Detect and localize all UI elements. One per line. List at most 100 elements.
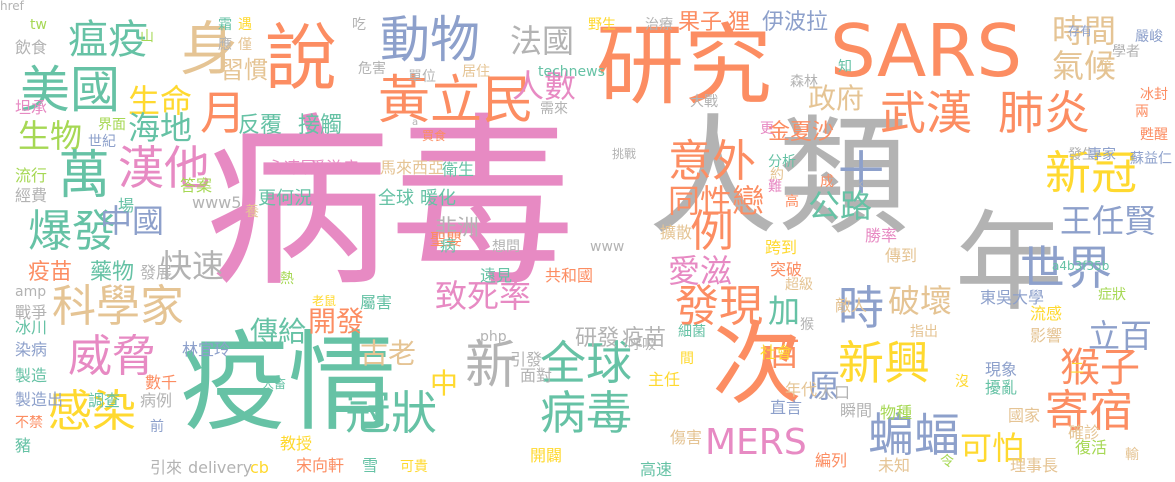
word: 症狀 [1098, 287, 1126, 303]
word: MERS [705, 422, 807, 463]
word: 知 [838, 59, 852, 75]
word: 可貴 [400, 459, 428, 475]
word: 飲食 [15, 38, 48, 57]
word: 人數 [512, 67, 577, 105]
word: 可怕 [960, 429, 1025, 467]
word: 擾亂 [985, 378, 1018, 397]
word: 應 [218, 37, 232, 53]
word: 成 [820, 174, 834, 190]
word: 染病 [15, 340, 48, 359]
word: 人類 [648, 101, 909, 253]
word: 公路 [808, 187, 873, 225]
word: 同性戀 [668, 182, 765, 220]
word: php [480, 329, 507, 345]
word: 新冠 [1045, 146, 1137, 200]
word: 生命 [128, 82, 193, 120]
word: 不禁 [15, 415, 43, 431]
word: 法國 [510, 22, 575, 60]
word: 國家 [1008, 406, 1041, 425]
word: 愛滋病 [310, 158, 359, 177]
word: 共和國 [545, 266, 594, 285]
word: 林宜玲 [182, 340, 231, 359]
word: href [0, 0, 24, 13]
word: 生物 [18, 117, 83, 155]
word: 世界 [1020, 241, 1112, 295]
word: 暖化 [420, 188, 456, 209]
word: 中國 [100, 202, 165, 240]
word: 更何況 [258, 188, 312, 209]
word: 約 [770, 167, 784, 183]
word: 東吳大學 [980, 288, 1045, 307]
word: 病 [440, 236, 457, 255]
word: 瞬間 [840, 401, 873, 420]
word: 主任 [648, 370, 681, 389]
word: 猴子 [1060, 345, 1140, 391]
word: cb [250, 458, 269, 477]
word: ck [852, 179, 864, 190]
word: 大戰 [690, 94, 718, 110]
word: 吃 [352, 17, 366, 33]
word: 疫苗 [622, 326, 667, 351]
word: 數千 [145, 373, 178, 392]
word: 嚴峻 [1135, 29, 1163, 45]
word: 百 [768, 335, 801, 373]
word: 古老 [360, 337, 417, 370]
word: 復活 [1075, 438, 1108, 457]
word: 買食 [422, 129, 447, 143]
word: 說 [265, 16, 338, 100]
word: tw [30, 17, 47, 33]
word: 森林 [790, 74, 818, 90]
word: 呼吸 [628, 337, 656, 353]
word: 發現 [675, 281, 763, 332]
word: 次 [712, 312, 802, 417]
word: a [412, 117, 419, 128]
word: 愛滋 [668, 252, 733, 290]
word: 海地 [128, 109, 193, 147]
word: 更 [760, 121, 774, 137]
word: 需來 [540, 101, 568, 117]
word: 確診 [1068, 423, 1101, 442]
word: 寄宿 [1045, 386, 1133, 437]
word: 原 [808, 367, 841, 405]
word: 研發 [575, 326, 620, 351]
word: 直言 [770, 398, 803, 417]
word: 意外 [668, 136, 756, 187]
word: 加 [768, 292, 801, 330]
word: 界面 [98, 117, 126, 133]
word: 十 [838, 146, 884, 200]
word: 坦承 [15, 98, 48, 117]
word: 間 [680, 351, 694, 367]
word: 動物 [380, 11, 480, 69]
word: 人口 [818, 383, 851, 402]
word: 分析 [768, 154, 796, 170]
word: 發生 [1068, 147, 1096, 163]
word: 單位 [408, 69, 436, 85]
word: 熱 [280, 271, 294, 287]
word: a4b3f35b [1052, 259, 1110, 273]
word: 反覆 [238, 113, 283, 138]
word: 想問 [492, 239, 520, 255]
word: 治療 [645, 17, 673, 33]
word: 兩 [1135, 104, 1149, 120]
word: 年代 [785, 380, 818, 399]
word: 超級 [785, 277, 813, 293]
word: 瘟疫 [68, 17, 148, 63]
word: 宋向軒 [296, 456, 345, 475]
word: 狸 [728, 10, 751, 35]
word: 豬 [15, 436, 32, 455]
word: 影響 [1030, 326, 1063, 345]
word: amp [15, 284, 47, 300]
word: 經費 [15, 186, 48, 205]
word: 疫情 [180, 321, 397, 446]
word: 戰爭 [15, 303, 48, 322]
word: 破壞 [888, 282, 953, 320]
word: 快速 [160, 247, 225, 285]
word: 居住 [462, 64, 490, 80]
word: 引發 [510, 350, 543, 369]
word: 年 [955, 201, 1064, 326]
word: 研究 [596, 14, 773, 117]
word: delivery [188, 458, 253, 477]
word: 美國 [20, 61, 120, 119]
word: 黃立民 [378, 71, 535, 131]
